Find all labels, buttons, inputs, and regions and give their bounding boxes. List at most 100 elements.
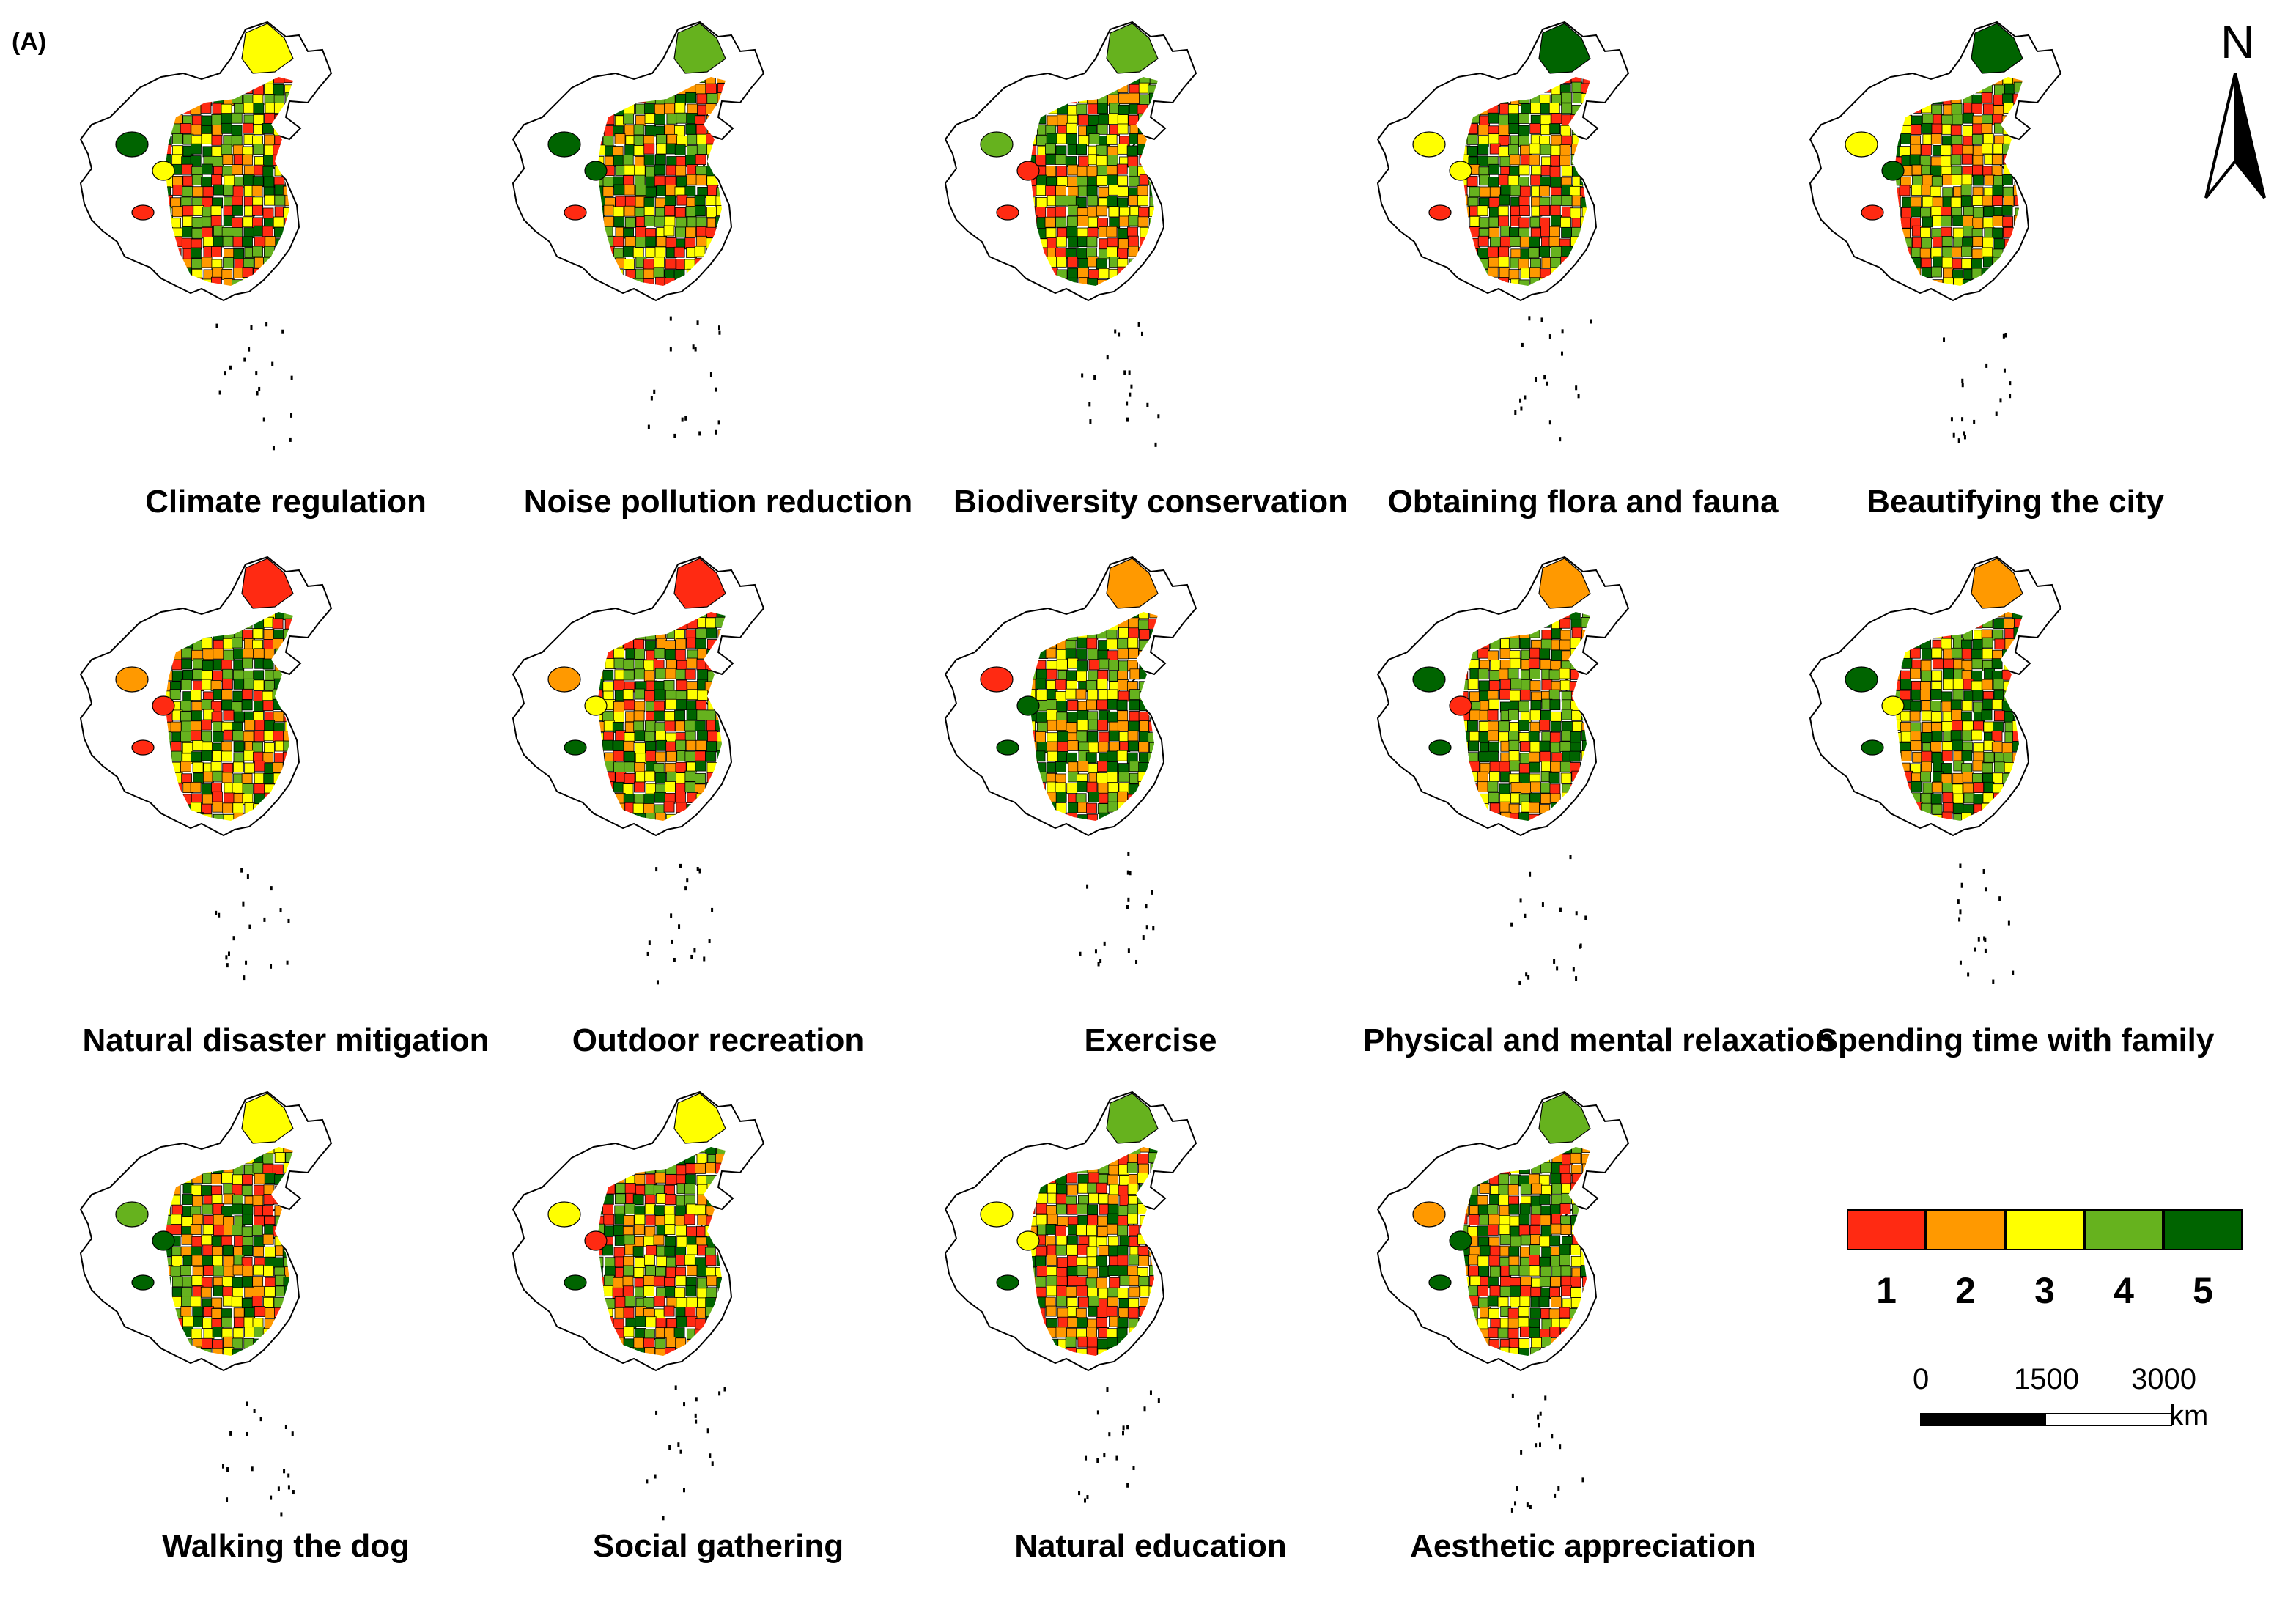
prefecture-region: [613, 761, 624, 773]
prefecture-region: [1519, 236, 1531, 248]
prefecture-region: [242, 1214, 253, 1225]
prefecture-region: [615, 196, 627, 207]
island-mark: [1106, 355, 1109, 360]
island-mark: [1096, 1410, 1099, 1415]
prefecture-region: [654, 751, 666, 763]
prefecture-region: [1993, 143, 2004, 155]
prefecture-region: [1951, 103, 1963, 114]
prefecture-region: [666, 750, 677, 762]
prefecture-region: [1497, 205, 1509, 217]
prefecture-region: [634, 1174, 646, 1185]
prefecture-region: [172, 185, 184, 196]
island-mark: [715, 387, 717, 392]
prefecture-region: [1592, 114, 1602, 125]
prefecture-region: [706, 166, 717, 177]
prefecture-region: [1941, 773, 1952, 785]
prefecture-region: [191, 730, 202, 742]
prefecture-region: [1992, 215, 2004, 226]
prefecture-region: [1151, 824, 1161, 835]
prefecture-region: [1117, 175, 1128, 187]
prefecture-region: [221, 699, 233, 711]
prefecture-region: [728, 164, 738, 174]
prefecture-region: [1047, 237, 1058, 248]
prefecture-region: [224, 792, 235, 804]
prefecture-region: [1076, 144, 1087, 155]
prefecture-region: [1952, 793, 1964, 805]
prefecture-region: [664, 1245, 676, 1257]
prefecture-region: [263, 773, 275, 784]
prefecture-region: [1148, 290, 1158, 300]
prefecture-region: [1941, 721, 1953, 732]
prefecture-region: [1592, 701, 1602, 712]
prefecture-region: [1159, 1349, 1170, 1359]
prefecture-region: [1109, 1184, 1121, 1195]
prefecture-region: [697, 824, 707, 834]
prefecture-region: [1488, 112, 1499, 124]
prefecture-region: [262, 700, 274, 712]
prefecture-region: [1509, 154, 1521, 166]
prefecture-region: [1478, 731, 1490, 743]
prefecture-region: [1107, 1203, 1119, 1215]
prefecture-region: [1077, 660, 1088, 671]
prefecture-region: [684, 1214, 695, 1225]
prefecture-region: [1982, 792, 1994, 804]
prefecture-region: [1510, 678, 1521, 690]
island-mark: [246, 1431, 248, 1436]
island-mark: [711, 907, 714, 912]
prefecture-region: [295, 710, 306, 720]
prefecture-region: [2022, 174, 2023, 185]
prefecture-region: [1529, 709, 1541, 721]
prefecture-region: [1096, 1307, 1108, 1318]
prefecture-region: [1159, 1214, 1169, 1224]
map-panel: Exercise: [931, 542, 1370, 1070]
prefecture-region: [623, 1265, 634, 1277]
island-mark: [245, 960, 248, 965]
prefecture-region: [2023, 772, 2033, 783]
prefecture-region: [1919, 155, 1931, 166]
prefecture-region: [1570, 1214, 1582, 1226]
prefecture-region: [182, 237, 193, 249]
prefecture-region: [295, 1225, 306, 1236]
prefecture-region: [242, 1266, 254, 1277]
prefecture-region: [1487, 246, 1499, 258]
prefecture-region: [1161, 649, 1171, 660]
prefecture-region: [715, 289, 726, 299]
prefecture-region: [1159, 701, 1169, 712]
prefecture-region: [706, 1348, 717, 1356]
prefecture-region: [1593, 803, 1603, 813]
prefecture-region: [1539, 740, 1551, 752]
island-mark: [1985, 887, 1987, 892]
prefecture-region: [1932, 196, 1944, 208]
prefecture-region: [634, 688, 646, 700]
prefecture-region: [1055, 679, 1066, 690]
prefecture-region: [244, 1307, 256, 1318]
prefecture-region: [2025, 710, 2035, 720]
prefecture-region: [182, 215, 193, 227]
prefecture-region: [1529, 1173, 1540, 1185]
prefecture-region: [707, 699, 719, 711]
prefecture-region: [623, 1255, 634, 1267]
prefecture-region: [612, 146, 624, 157]
prefecture-region: [1129, 1275, 1140, 1286]
prefecture-region: [1592, 1246, 1603, 1256]
prefecture-region: [1107, 761, 1118, 772]
prefecture-region: [613, 184, 625, 196]
prefecture-region: [191, 115, 203, 127]
prefecture-region: [1992, 772, 2004, 784]
prefecture-region: [1931, 781, 1943, 793]
prefecture-region: [1952, 690, 1964, 701]
prefecture-region: [654, 1205, 665, 1217]
prefecture-region: [1529, 143, 1540, 155]
prefecture-region: [1507, 731, 1519, 742]
prefecture-region: [171, 1204, 183, 1216]
prefecture-region: [232, 1277, 243, 1288]
prefecture-region: [686, 700, 698, 712]
prefecture-region: [2025, 144, 2035, 155]
prefecture-region: [200, 1286, 212, 1298]
prefecture-region: [2022, 679, 2023, 690]
prefecture-region: [202, 660, 213, 671]
prefecture-region: [1067, 657, 1079, 669]
prefecture-region: [717, 144, 726, 156]
legend-label-4: 4: [2114, 1270, 2134, 1311]
prefecture-region: [1036, 197, 1047, 208]
